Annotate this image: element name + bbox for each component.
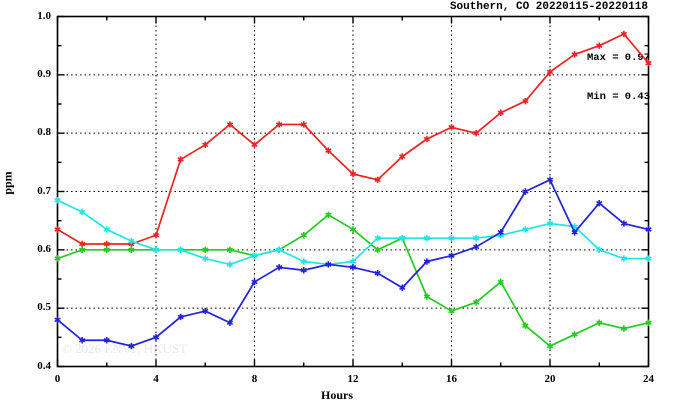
series-green-line: [57, 213, 649, 347]
series-red-markers: [54, 30, 652, 248]
y-tick-label: 0.6: [37, 242, 51, 255]
series-red: [54, 30, 652, 248]
axis-ticks: [56, 15, 650, 368]
series-green-markers: [54, 211, 652, 350]
y-tick-label: 0.7: [37, 184, 51, 197]
min-annotation-label: Min = 0.43: [586, 91, 650, 103]
x-tick-label: 8: [251, 372, 258, 385]
minmax-annotation: Max = 0.97 Min = 0.43: [587, 26, 650, 130]
x-tick-label: 20: [544, 372, 556, 385]
y-tick-label: 0.4: [37, 359, 51, 372]
max-annotation-label: Max = 0.97: [586, 52, 650, 64]
series-blue-markers: [54, 176, 652, 350]
x-tick-label: 12: [347, 372, 359, 385]
y-tick-label: 0.5: [37, 301, 51, 314]
series-green: [54, 211, 652, 350]
grid-lines: [57, 16, 649, 367]
watermark-text: © 2026 ENVF, HKUST: [62, 341, 188, 356]
x-tick-label: 0: [54, 372, 61, 385]
x-tick-label: 16: [446, 372, 457, 385]
chart-title: Southern, CO 20220115-20220118: [449, 1, 648, 13]
x-tick-label: 4: [153, 372, 159, 385]
x-axis-label: Hours: [320, 388, 353, 402]
y-tick-label: 0.8: [37, 126, 51, 139]
x-tick-label: 24: [643, 372, 654, 385]
y-tick-label: 1.0: [37, 9, 51, 22]
series-blue: [54, 176, 652, 350]
y-tick-label: 0.9: [37, 67, 51, 80]
